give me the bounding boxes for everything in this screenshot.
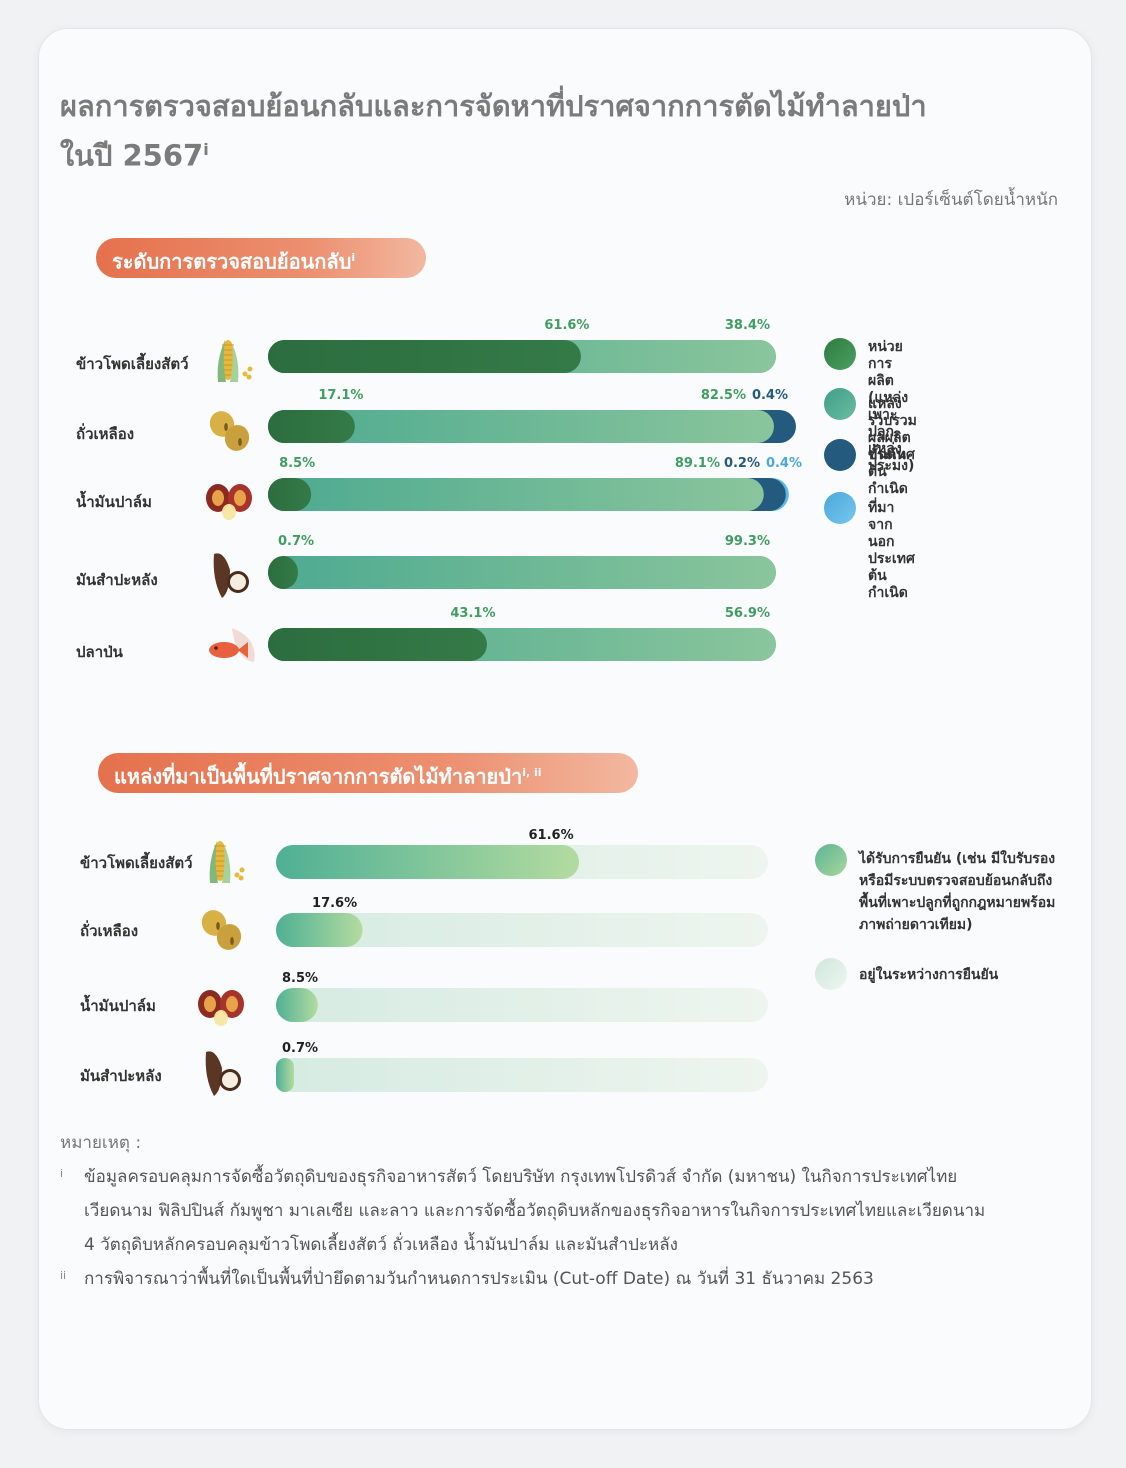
bar-segment bbox=[268, 556, 298, 589]
footnote-mark: ii bbox=[60, 1269, 67, 1282]
footnotes: หมายเหตุ : i ข้อมูลครอบคลุมการจัดซื้อวัตถ… bbox=[60, 1126, 1070, 1296]
category-label: มันสำปะหลัง bbox=[80, 1067, 162, 1085]
palm-fruit-icon bbox=[206, 484, 252, 520]
bar-value-label: 0.7% bbox=[278, 534, 314, 549]
category-label: น้ำมันปาล์ม bbox=[80, 994, 156, 1015]
bar-verified bbox=[276, 1058, 294, 1092]
bar-value-label: 89.1% bbox=[675, 456, 720, 471]
category-label: น้ำมันปาล์ม bbox=[76, 490, 152, 511]
bar-value-label: 17.6% bbox=[312, 896, 357, 911]
section1-heading: ระดับการตรวจสอบย้อนกลับi bbox=[96, 238, 426, 278]
bar-segment bbox=[268, 556, 776, 589]
bar-value-label: 99.3% bbox=[725, 534, 770, 549]
bar-verified bbox=[276, 845, 580, 879]
footnote-mark: i bbox=[60, 1167, 64, 1180]
bar-value-label: 82.5% bbox=[701, 388, 746, 403]
footnote-line: การพิจารณาว่าพื้นที่ใดเป็นพื้นที่ป่ายึดต… bbox=[84, 1269, 874, 1289]
bar-value-label: 56.9% bbox=[725, 606, 770, 621]
bar-segment bbox=[268, 410, 774, 443]
bar-segment bbox=[268, 410, 355, 443]
corn-icon bbox=[217, 340, 253, 382]
bar-segment bbox=[268, 340, 581, 373]
bar-value-label: 8.5% bbox=[282, 971, 318, 986]
bar-segment bbox=[268, 478, 312, 511]
footnote-line: เวียดนาม ฟิลิปปินส์ กัมพูชา มาเลเซีย และ… bbox=[84, 1201, 986, 1221]
bar-value-label: 43.1% bbox=[450, 606, 495, 621]
legend-swatch bbox=[824, 388, 856, 420]
legend-swatch bbox=[824, 439, 856, 471]
legend-swatch bbox=[815, 958, 847, 990]
corn-icon bbox=[209, 841, 245, 883]
cassava-icon bbox=[205, 1051, 241, 1096]
footnote-item: ii การพิจารณาว่าพื้นที่ใดเป็นพื้นที่ป่ายึ… bbox=[60, 1262, 1070, 1296]
bar-value-label: 38.4% bbox=[725, 318, 770, 333]
traceability-legend: หน่วยการผลิต (แหล่งเพาะปลูก, แหล่งประมง)… bbox=[824, 338, 1084, 601]
category-label: มันสำปะหลัง bbox=[76, 571, 158, 589]
bar-segment bbox=[268, 628, 487, 661]
title-line-2: ในปี 2567 bbox=[60, 138, 204, 173]
legend-label: ประเทศต้นกำเนิด bbox=[868, 447, 915, 497]
traceability-chart: ข้าวโพดเลี้ยงสัตว์ 61.6% 38.4% ถั่วเหลือง 17… bbox=[76, 318, 802, 662]
category-label: ถั่วเหลือง bbox=[80, 920, 138, 940]
palm-fruit-icon bbox=[198, 990, 244, 1026]
legend-swatch bbox=[815, 844, 847, 876]
legend-swatch bbox=[824, 338, 856, 370]
section2-heading-sup: i, ii bbox=[522, 766, 542, 779]
bar-value-label: 0.4% bbox=[752, 388, 788, 403]
title-line-1: ผลการตรวจสอบย้อนกลับและการจัดหาที่ปราศจา… bbox=[60, 89, 927, 123]
deforestation-free-chart: ข้าวโพดเลี้ยงสัตว์ 61.6% ถั่วเหลือง 17.6% น้… bbox=[80, 828, 768, 1096]
legend-label: ได้รับการยืนยัน (เช่น มีใบรับรอง หรือมีร… bbox=[859, 851, 1056, 933]
notes-title: หมายเหตุ : bbox=[60, 1133, 142, 1153]
soybean-icon bbox=[201, 910, 242, 950]
bar-value-label: 0.7% bbox=[282, 1041, 318, 1056]
legend-label: อยู่ในระหว่างการยืนยัน bbox=[859, 967, 999, 983]
section2-heading-text: แหล่งที่มาเป็นพื้นที่ปราศจากการตัดไม้ทำล… bbox=[114, 764, 523, 789]
section1-heading-sup: i bbox=[351, 251, 356, 264]
section1-heading-text: ระดับการตรวจสอบย้อนกลับ bbox=[112, 249, 352, 274]
bar-segment bbox=[268, 478, 764, 511]
legend-label: แหล่งรวบรวมผลผลิตขั้นต้น bbox=[868, 396, 917, 463]
bar-value-label: 61.6% bbox=[529, 828, 574, 843]
bar-track-pending bbox=[276, 1058, 768, 1092]
footnote-line: ข้อมูลครอบคลุมการจัดซื้อวัตถุดิบของธุรกิ… bbox=[84, 1167, 958, 1187]
soybean-icon bbox=[209, 411, 250, 451]
footnote-line: 4 วัตถุดิบหลักครอบคลุมข้าวโพดเลี้ยงสัตว์… bbox=[84, 1235, 678, 1255]
bar-value-label: 17.1% bbox=[318, 388, 363, 403]
page-title: ผลการตรวจสอบย้อนกลับและการจัดหาที่ปราศจา… bbox=[60, 84, 1040, 178]
bar-verified bbox=[276, 988, 318, 1022]
unit-label: หน่วย: เปอร์เซ็นต์โดยน้ำหนัก bbox=[844, 190, 1058, 210]
bar-track-pending bbox=[276, 988, 768, 1022]
legend-label: หน่วยการผลิต (แหล่งเพาะปลูก, แหล่งประมง) bbox=[868, 339, 915, 474]
title-footnote-mark: i bbox=[203, 140, 209, 159]
fish-icon bbox=[209, 628, 255, 662]
category-label: ปลาป่น bbox=[76, 643, 124, 661]
bar-value-label: 0.4% bbox=[766, 456, 802, 471]
bar-track-pending bbox=[276, 913, 768, 947]
footnote-item: i ข้อมูลครอบคลุมการจัดซื้อวัตถุดิบของธุรก… bbox=[60, 1160, 1070, 1262]
legend-label: ที่มาจากนอกประเทศต้นกำเนิด bbox=[868, 500, 915, 601]
bar-value-label: 8.5% bbox=[279, 456, 315, 471]
section2-heading: แหล่งที่มาเป็นพื้นที่ปราศจากการตัดไม้ทำล… bbox=[98, 753, 638, 793]
cassava-icon bbox=[213, 553, 249, 598]
category-label: ข้าวโพดเลี้ยงสัตว์ bbox=[80, 851, 193, 872]
bar-value-label: 61.6% bbox=[544, 318, 589, 333]
bar-verified bbox=[276, 913, 363, 947]
legend-swatch bbox=[824, 492, 856, 524]
category-label: ถั่วเหลือง bbox=[76, 423, 134, 443]
deforestation-free-legend: ได้รับการยืนยัน (เช่น มีใบรับรอง หรือมีร… bbox=[815, 844, 1095, 1004]
category-label: ข้าวโพดเลี้ยงสัตว์ bbox=[76, 352, 189, 373]
bar-value-label: 0.2% bbox=[724, 456, 760, 471]
